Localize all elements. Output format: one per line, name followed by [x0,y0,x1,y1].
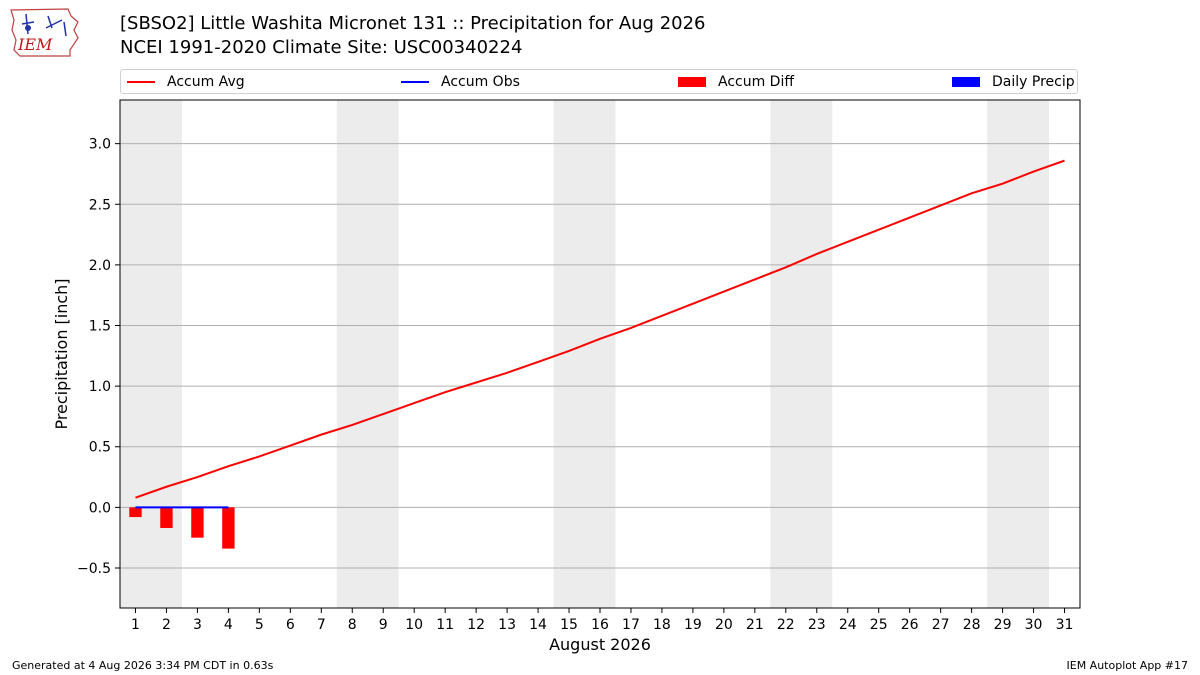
x-tick-label: 13 [498,617,516,633]
x-tick-label: 31 [1056,617,1074,633]
app-credit: IEM Autoplot App #17 [1066,659,1189,672]
weekend-band [770,100,833,608]
weather-station-icon [21,13,67,37]
y-axis-label: Precipitation [inch] [52,278,71,429]
x-tick-label: 9 [379,617,388,633]
legend-item-accum-obs: Accum Obs [401,73,520,91]
y-tick-label: 0.5 [89,440,111,456]
y-tick-label: 3.0 [89,137,111,153]
chart-legend: Accum Avg Accum Obs Accum Diff Daily Pre… [120,69,1078,94]
legend-item-daily-precip: Daily Precip [952,73,1075,91]
x-tick-label: 28 [963,617,981,633]
x-tick-label: 20 [715,617,733,633]
y-tick-label: 1.0 [89,379,111,395]
weekend-band [553,100,616,608]
x-tick-label: 29 [994,617,1012,633]
logo-text: IEM [17,35,53,54]
x-axis-label: August 2026 [549,635,651,654]
x-tick-label: 22 [777,617,795,633]
x-tick-label: 21 [746,617,764,633]
generated-timestamp: Generated at 4 Aug 2026 3:34 PM CDT in 0… [12,659,274,672]
y-tick-label: −0.5 [77,561,111,577]
x-tick-label: 27 [932,617,950,633]
weekend-band [120,100,182,608]
x-tick-label: 10 [405,617,423,633]
iem-logo: IEM [10,8,79,57]
x-tick-label: 2 [162,617,171,633]
x-tick-label: 4 [224,617,233,633]
bar-accum-diff [129,507,142,518]
chart-title: [SBSO2] Little Washita Micronet 131 :: P… [120,13,706,34]
legend-item-accum-avg: Accum Avg [127,73,245,91]
x-tick-label: 19 [684,617,702,633]
x-tick-label: 23 [808,617,826,633]
red-line-swatch-icon [127,81,155,83]
x-tick-label: 3 [193,617,202,633]
weekend-band [987,100,1050,608]
x-tick-label: 18 [653,617,671,633]
legend-label: Accum Diff [718,74,795,90]
blue-box-swatch-icon [952,77,980,87]
y-tick-label: 1.5 [89,319,111,335]
y-tick-label: 0.0 [89,500,111,516]
x-tick-label: 5 [255,617,264,633]
y-tick-label: 2.5 [89,197,111,213]
x-tick-label: 30 [1025,617,1043,633]
legend-label: Daily Precip [992,74,1075,90]
x-tick-label: 1 [131,617,140,633]
x-tick-label: 14 [529,617,547,633]
chart-subtitle: NCEI 1991-2020 Climate Site: USC00340224 [120,37,523,58]
y-tick-label: 2.0 [89,258,111,274]
red-box-swatch-icon [678,77,706,87]
x-tick-label: 15 [560,617,578,633]
bar-accum-diff [191,507,204,538]
x-tick-label: 24 [839,617,857,633]
blue-line-swatch-icon [401,81,429,83]
bar-accum-diff [160,507,173,528]
plot-frame [119,99,1081,609]
x-tick-label: 8 [348,617,357,633]
weekend-band [336,100,399,608]
x-tick-label: 7 [317,617,326,633]
x-tick-label: 16 [591,617,609,633]
x-tick-label: 17 [622,617,640,633]
x-tick-label: 26 [901,617,919,633]
x-tick-label: 6 [286,617,295,633]
x-tick-label: 25 [870,617,888,633]
legend-item-accum-diff: Accum Diff [678,73,794,91]
x-tick-label: 12 [467,617,485,633]
legend-label: Accum Obs [441,74,520,90]
legend-label: Accum Avg [167,74,245,90]
x-tick-label: 11 [436,617,454,633]
bar-accum-diff [222,507,235,549]
series-line-accum-avg [135,159,1065,499]
